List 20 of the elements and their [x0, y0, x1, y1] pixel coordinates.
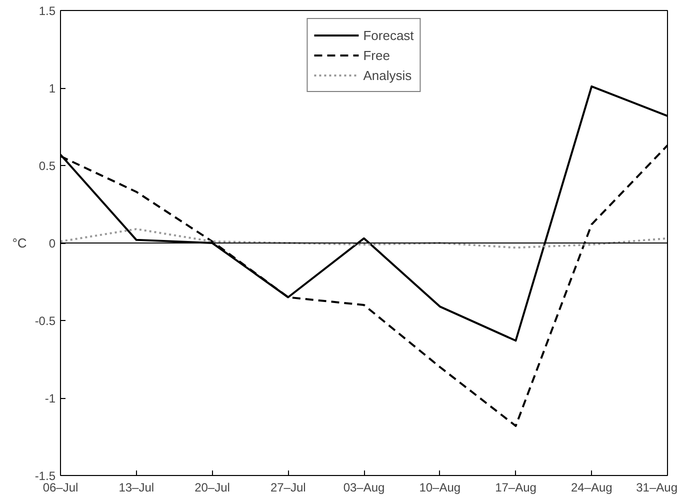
- legend-label: Free: [363, 48, 390, 62]
- y-tick-label: 1.5: [38, 4, 56, 18]
- x-tick-label: 06–Jul: [42, 480, 78, 494]
- legend-label: Analysis: [363, 68, 412, 82]
- x-tick-label: 03–Aug: [343, 480, 385, 494]
- legend-label: Forecast: [363, 28, 414, 42]
- x-tick-label: 24–Aug: [570, 480, 612, 494]
- x-tick-label: 27–Jul: [270, 480, 306, 494]
- x-tick-label: 20–Jul: [194, 480, 230, 494]
- y-tick-label: -1: [44, 392, 56, 406]
- x-tick-label: 13–Jul: [118, 480, 154, 494]
- y-tick-label: -0.5: [34, 314, 56, 328]
- y-tick-label: 0.5: [38, 159, 56, 173]
- x-tick-label: 31–Aug: [636, 480, 677, 494]
- x-tick-label: 10–Aug: [419, 480, 461, 494]
- y-tick-label: -1.5: [34, 469, 56, 483]
- x-tick-label: 17–Aug: [495, 480, 536, 494]
- y-tick-label: 0: [48, 236, 56, 250]
- y-tick-label: 1: [48, 82, 56, 96]
- y-axis-title: °C: [12, 236, 27, 250]
